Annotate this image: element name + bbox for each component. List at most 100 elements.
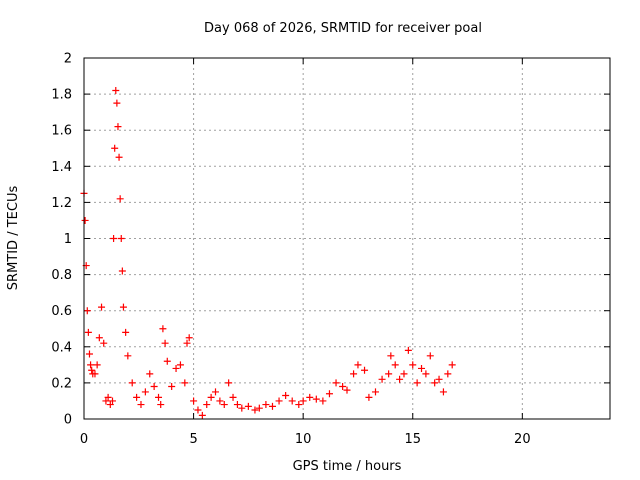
grid — [84, 58, 610, 419]
data-point — [426, 352, 434, 360]
data-point — [146, 370, 154, 378]
data-point — [306, 393, 314, 401]
data-point — [198, 411, 206, 419]
data-point — [444, 370, 452, 378]
data-point — [295, 401, 303, 409]
data-point — [113, 99, 121, 107]
x-tick-label: 15 — [404, 432, 421, 447]
data-point — [387, 352, 395, 360]
data-point — [159, 325, 167, 333]
data-point — [238, 404, 246, 412]
data-point — [391, 361, 399, 369]
data-point — [181, 379, 189, 387]
data-point — [185, 334, 193, 342]
data-point — [118, 267, 126, 275]
data-point — [114, 123, 122, 131]
y-tick-label: 0 — [64, 413, 72, 428]
axis-ticks: 00.20.40.60.811.21.41.61.820 5 10 15 20 — [51, 52, 610, 447]
data-point — [288, 397, 296, 405]
data-point — [183, 339, 191, 347]
data-point — [350, 370, 358, 378]
data-point — [385, 370, 393, 378]
data-point — [299, 397, 307, 405]
chart-title: Day 068 of 2026, SRMTID for receiver poa… — [204, 21, 482, 36]
x-tick-label: 10 — [295, 432, 312, 447]
data-point — [122, 328, 130, 336]
data-point — [117, 235, 125, 242]
data-point — [448, 361, 456, 369]
x-axis-label: GPS time / hours — [293, 459, 402, 474]
data-point — [190, 397, 198, 405]
y-tick-label: 0.6 — [51, 304, 72, 319]
data-point — [163, 357, 171, 365]
data-point — [233, 401, 241, 409]
data-point — [115, 153, 123, 161]
data-point — [371, 388, 379, 396]
y-tick-label: 1.2 — [51, 196, 72, 211]
data-point — [332, 379, 340, 387]
data-point — [110, 235, 118, 242]
y-tick-label: 1.8 — [51, 88, 72, 103]
data-point — [396, 375, 404, 383]
data-point — [207, 393, 215, 401]
data-point — [150, 383, 158, 391]
data-point — [354, 361, 362, 369]
y-tick-label: 2 — [64, 52, 72, 67]
data-point — [116, 195, 124, 203]
data-point — [111, 144, 119, 152]
data-point — [216, 397, 224, 405]
data-point — [325, 390, 333, 398]
data-point — [119, 303, 127, 311]
data-point — [91, 370, 99, 378]
data-point — [203, 401, 211, 409]
data-point — [251, 406, 259, 414]
data-point — [108, 397, 116, 405]
data-point — [128, 379, 136, 387]
data-point — [409, 361, 417, 369]
y-tick-label: 1 — [64, 232, 72, 247]
data-point — [361, 366, 369, 374]
data-point — [212, 388, 219, 396]
data-point — [102, 397, 110, 405]
data-point — [137, 401, 145, 409]
data-point — [339, 383, 347, 391]
data-point — [282, 392, 290, 400]
y-tick-label: 1.6 — [51, 124, 72, 139]
y-tick-label: 0.8 — [51, 268, 72, 283]
data-point — [268, 402, 276, 410]
data-point — [312, 395, 320, 403]
data-point — [378, 375, 386, 383]
data-point — [84, 328, 92, 336]
data-point — [319, 397, 327, 405]
data-point — [98, 303, 106, 311]
data-point — [93, 361, 101, 369]
x-tick-label: 0 — [80, 432, 88, 447]
data-point — [176, 361, 184, 369]
data-point — [435, 375, 443, 383]
data-point — [124, 352, 132, 360]
x-tick-label: 20 — [514, 432, 531, 447]
data-point — [141, 388, 149, 396]
data-point — [244, 402, 252, 410]
data-point — [100, 339, 108, 347]
data-point — [168, 383, 176, 391]
data-point — [220, 401, 228, 409]
data-point — [112, 86, 120, 94]
data-point — [95, 334, 103, 342]
data-point — [225, 379, 233, 387]
data-point — [229, 393, 237, 401]
data-point — [194, 406, 202, 414]
data-point — [262, 401, 270, 409]
data-point — [404, 346, 412, 354]
data-point — [255, 404, 263, 412]
data-point — [275, 397, 283, 405]
plot-frame — [83, 57, 611, 420]
data-point — [365, 393, 373, 401]
y-tick-label: 0.4 — [51, 340, 72, 355]
data-point — [85, 350, 93, 358]
data-point — [400, 370, 408, 378]
data-point — [155, 393, 163, 401]
data-point — [439, 388, 447, 396]
y-tick-label: 1.4 — [51, 160, 72, 175]
